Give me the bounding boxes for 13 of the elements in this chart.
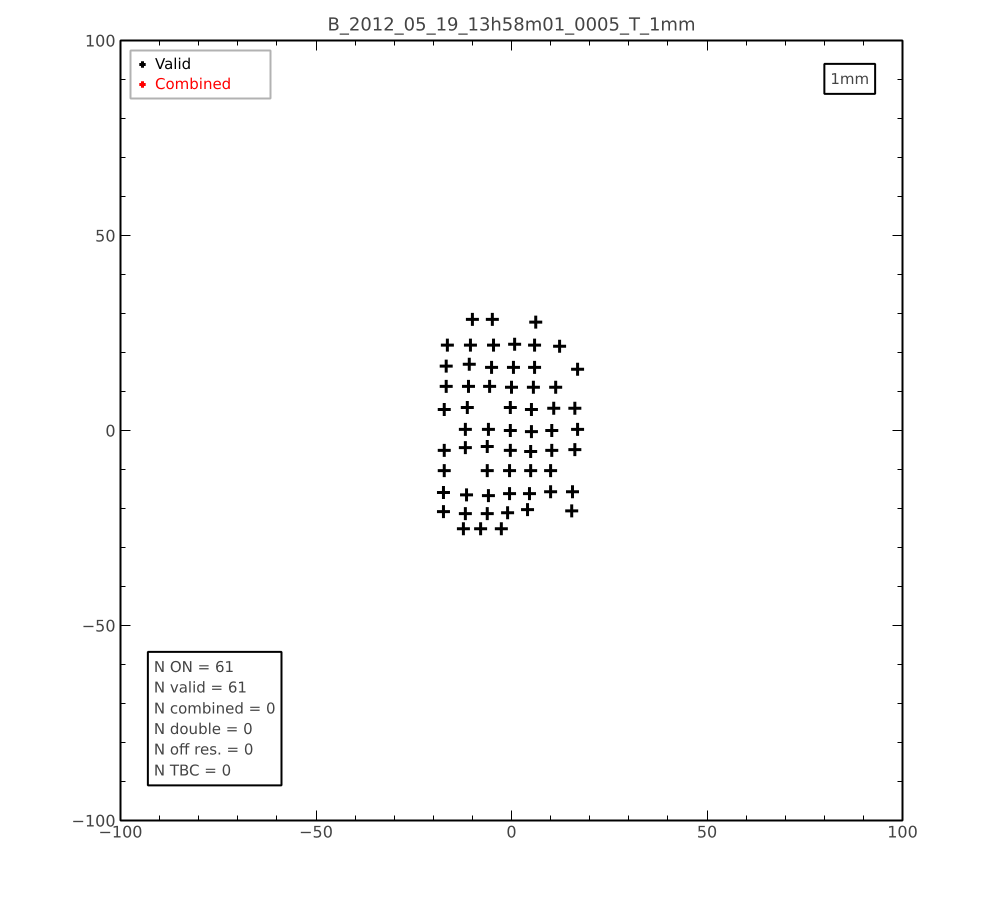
legend-label: Combined: [155, 74, 232, 94]
y-tick-label: 100: [84, 32, 116, 50]
x-tick-label: 100: [887, 822, 918, 842]
x-tick-label: −50: [299, 822, 333, 842]
annotation: 1mm: [830, 70, 870, 88]
annotation: N ON = 61 N valid = 61 N combined = 0 N double = 0 N off res. = 0 N TBC = 0: [154, 658, 276, 780]
x-tick-label: 50: [696, 822, 718, 842]
y-tick-label: −50: [82, 616, 116, 636]
legend-label: Valid: [155, 54, 192, 74]
y-tick-label: 0: [105, 422, 116, 440]
x-tick-label: 0: [506, 822, 517, 842]
chart-title: B_2012_05_19_13h58m01_0005_T_1mm: [328, 14, 696, 36]
y-tick-label: 50: [95, 226, 116, 246]
